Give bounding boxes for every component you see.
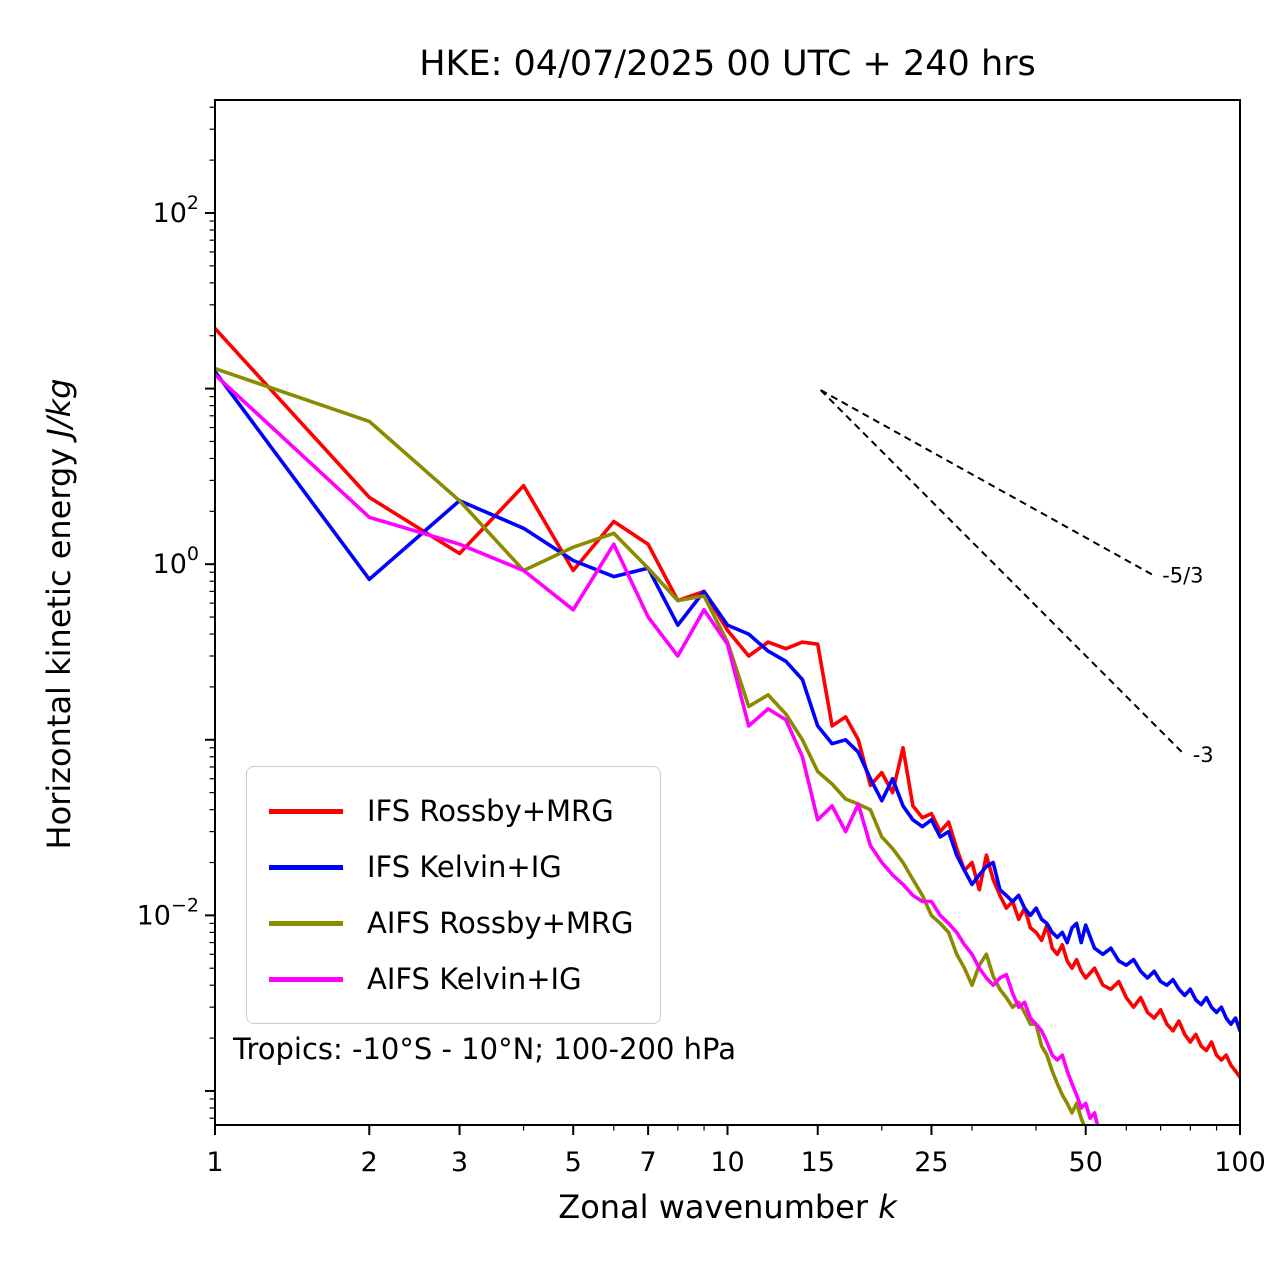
plot-frame: [214, 99, 1241, 1126]
legend-swatch-red-line: [269, 808, 343, 814]
legend-item-aifs-kelvin-ig: AIFS Kelvin+IG: [269, 951, 634, 1007]
legend-swatch-olive-line: [269, 920, 343, 926]
legend-swatch-magenta-line: [269, 976, 343, 982]
y-axis-label-math: J/kg: [40, 378, 78, 438]
legend-label: IFS Rossby+MRG: [367, 794, 614, 828]
region-annotation: Tropics: -10°S - 10°N; 100-200 hPa: [233, 1032, 736, 1066]
x-axis-label-math: k: [878, 1188, 897, 1226]
y-axis-label-text: Horizontal kinetic energy: [40, 437, 78, 850]
legend: IFS Rossby+MRG IFS Kelvin+IG AIFS Rossby…: [246, 766, 661, 1024]
legend-swatch-blue-line: [269, 864, 343, 870]
axis-ticks: 1 2 3 5 7 10 15 25 50 100 102 100 10−2: [137, 106, 1266, 1178]
svg-text:-3: -3: [1193, 743, 1214, 767]
y-axis-label: Horizontal kinetic energy J/kg: [40, 379, 78, 850]
svg-text:1: 1: [206, 1147, 223, 1178]
svg-text:50: 50: [1069, 1147, 1103, 1178]
svg-text:25: 25: [914, 1147, 948, 1178]
svg-text:5: 5: [565, 1147, 582, 1178]
legend-label: AIFS Kelvin+IG: [367, 962, 582, 996]
legend-item-ifs-kelvin-ig: IFS Kelvin+IG: [269, 839, 634, 895]
svg-text:102: 102: [153, 192, 199, 229]
svg-text:7: 7: [640, 1147, 657, 1178]
svg-text:10: 10: [710, 1147, 744, 1178]
reference-slope-lines: -5/3 -3: [819, 389, 1214, 767]
svg-text:10−2: 10−2: [137, 894, 199, 931]
svg-text:3: 3: [451, 1147, 468, 1178]
legend-item-aifs-rossby-mrg: AIFS Rossby+MRG: [269, 895, 634, 951]
x-axis-label-text: Zonal wavenumber: [558, 1188, 879, 1226]
svg-text:-5/3: -5/3: [1162, 564, 1203, 588]
chart-title: HKE: 04/07/2025 00 UTC + 240 hrs: [419, 44, 1036, 84]
svg-text:15: 15: [801, 1147, 835, 1178]
data-series-lines: [215, 326, 1240, 1125]
legend-label: IFS Kelvin+IG: [367, 850, 562, 884]
x-axis-label: Zonal wavenumber k: [215, 1188, 1240, 1226]
svg-text:100: 100: [153, 543, 199, 580]
legend-item-ifs-rossby-mrg: IFS Rossby+MRG: [269, 783, 634, 839]
svg-text:100: 100: [1214, 1147, 1266, 1178]
legend-label: AIFS Rossby+MRG: [367, 906, 634, 940]
svg-text:2: 2: [361, 1147, 378, 1178]
